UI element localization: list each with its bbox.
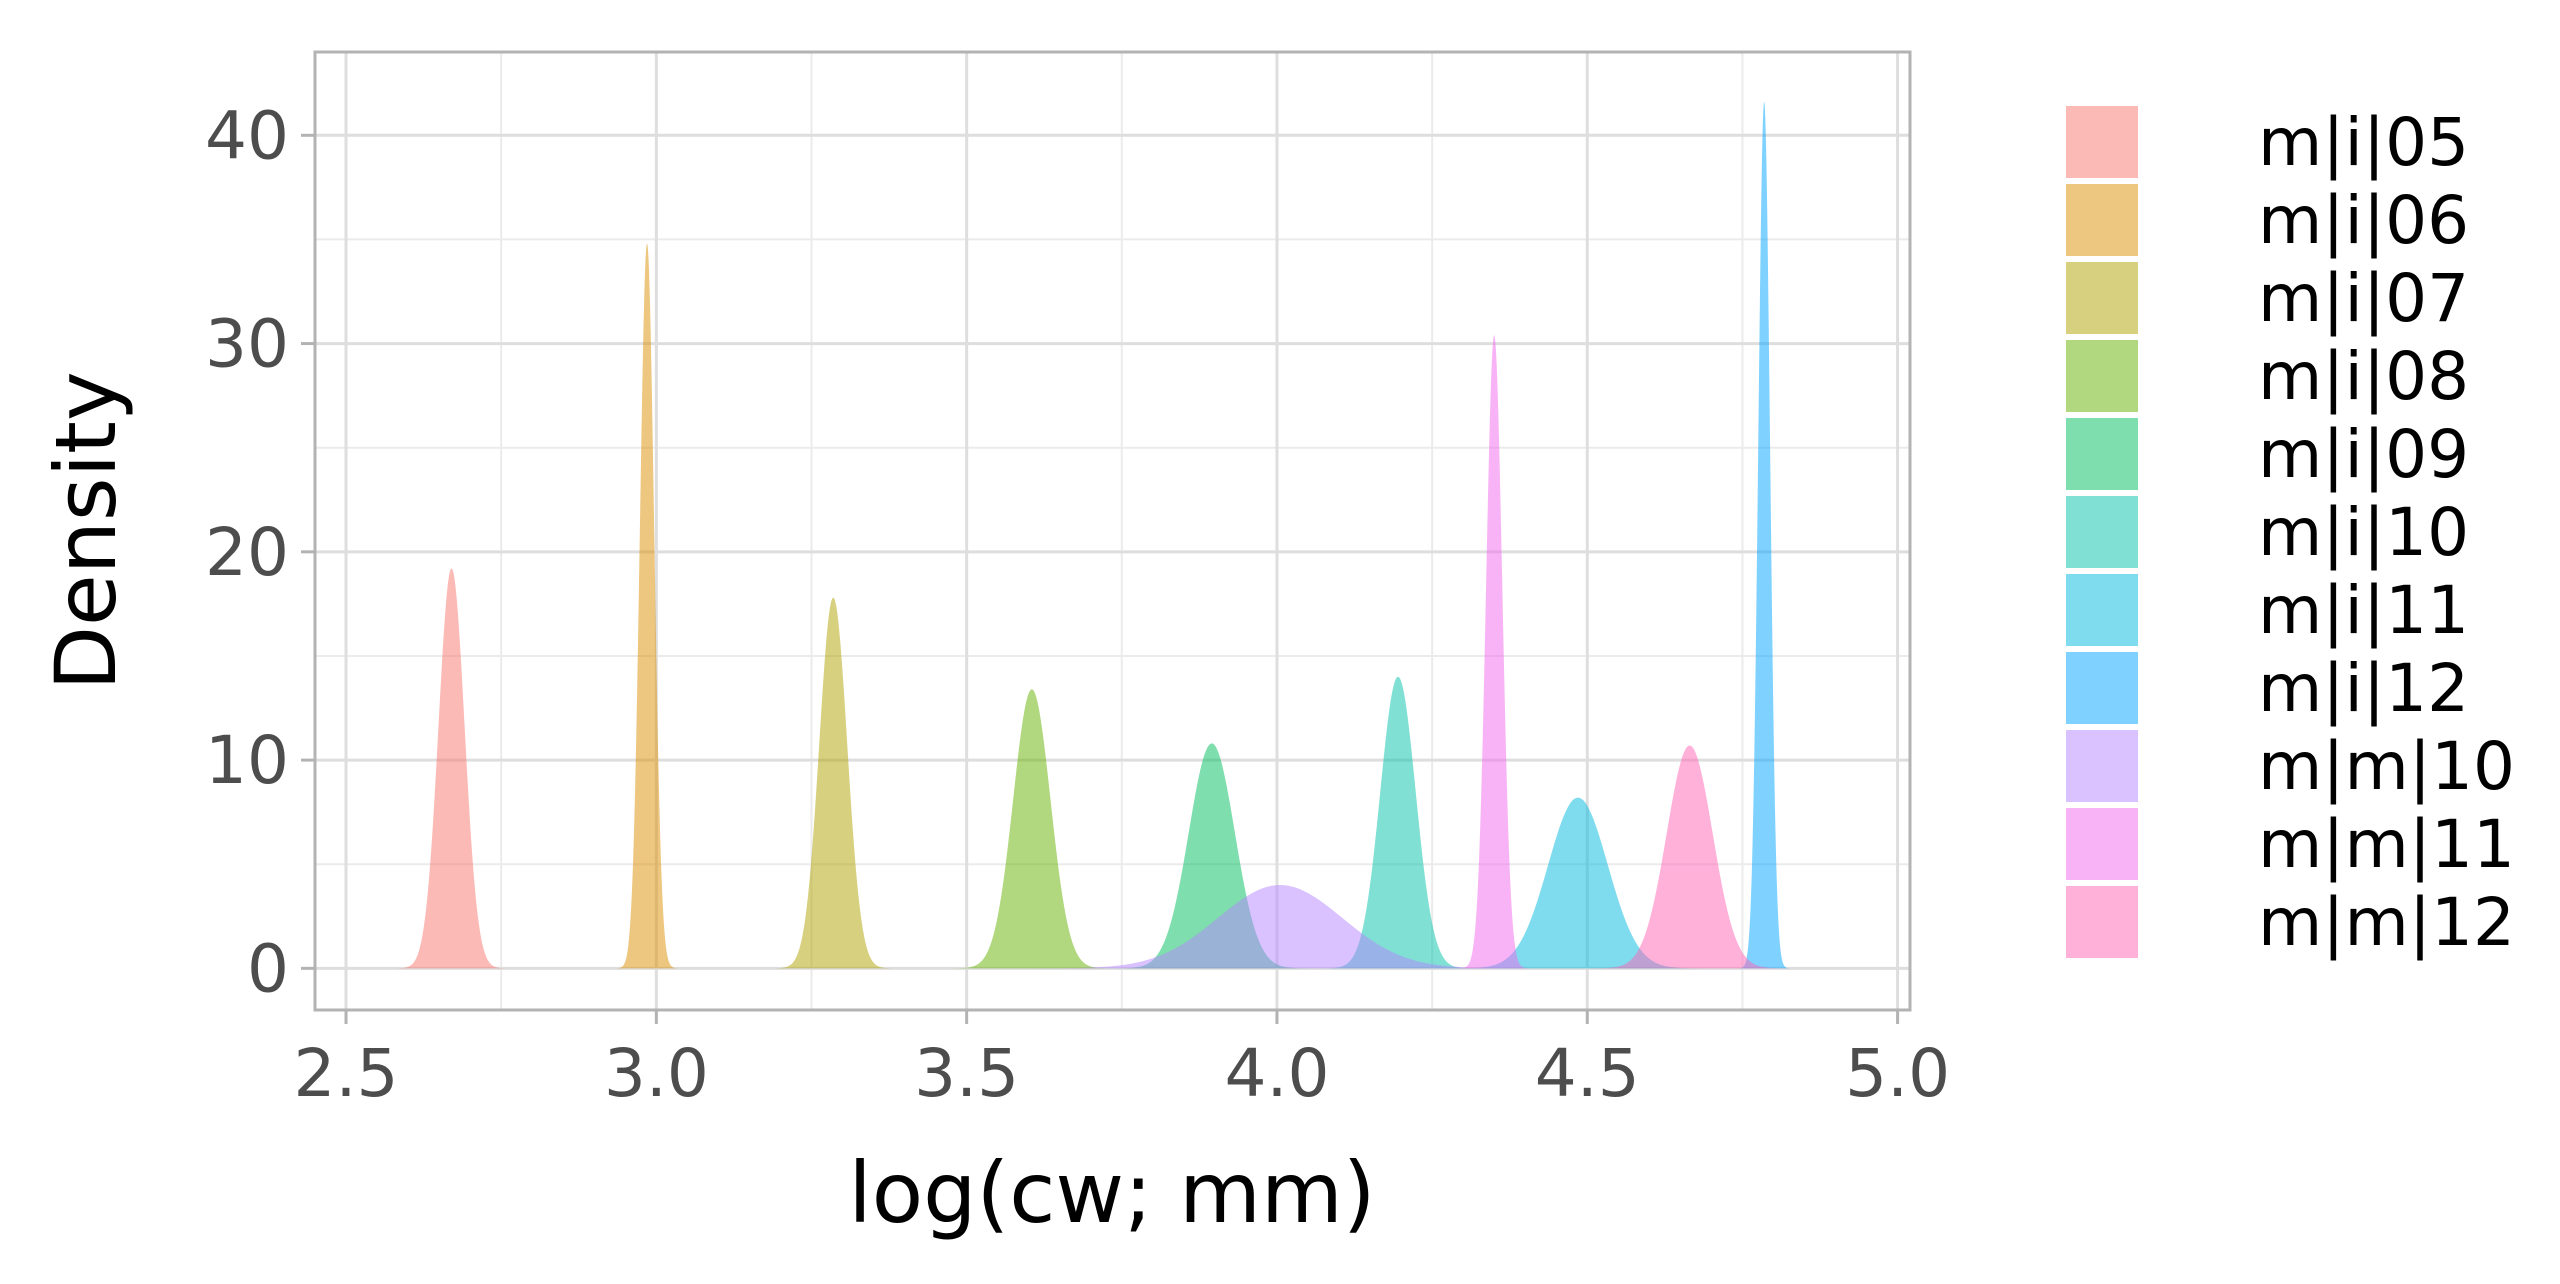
legend-key-m-i-12 bbox=[2066, 652, 2138, 724]
legend-label: m|i|12 bbox=[2258, 650, 2469, 727]
legend: m|i|05m|i|06m|i|07m|i|08m|i|09m|i|10m|i|… bbox=[2066, 104, 2515, 961]
legend-label: m|i|06 bbox=[2258, 182, 2469, 259]
legend-label: m|i|11 bbox=[2258, 572, 2469, 649]
legend-key-m-i-06 bbox=[2066, 184, 2138, 256]
y-tick-label: 0 bbox=[247, 930, 289, 1007]
x-tick-label: 2.5 bbox=[294, 1035, 399, 1112]
legend-label: m|i|05 bbox=[2258, 104, 2469, 181]
x-tick-label: 4.0 bbox=[1224, 1035, 1329, 1112]
legend-key-m-m-11 bbox=[2066, 808, 2138, 880]
legend-key-m-i-08 bbox=[2066, 340, 2138, 412]
legend-label: m|m|12 bbox=[2258, 884, 2515, 961]
legend-label: m|i|10 bbox=[2258, 494, 2469, 571]
x-tick-label: 5.0 bbox=[1845, 1035, 1950, 1112]
legend-label: m|m|11 bbox=[2258, 806, 2515, 883]
legend-key-m-i-09 bbox=[2066, 418, 2138, 490]
y-tick-label: 40 bbox=[205, 97, 289, 174]
legend-label: m|i|07 bbox=[2258, 260, 2469, 337]
y-tick-label: 10 bbox=[205, 722, 289, 799]
legend-label: m|m|10 bbox=[2258, 728, 2515, 805]
y-axis-title: Density bbox=[37, 371, 135, 690]
legend-label: m|i|08 bbox=[2258, 338, 2469, 415]
legend-key-m-m-12 bbox=[2066, 886, 2138, 958]
legend-key-m-i-05 bbox=[2066, 106, 2138, 178]
x-tick-label: 4.5 bbox=[1535, 1035, 1640, 1112]
legend-key-m-i-10 bbox=[2066, 496, 2138, 568]
legend-key-m-m-10 bbox=[2066, 730, 2138, 802]
legend-label: m|i|09 bbox=[2258, 416, 2469, 493]
legend-key-m-i-11 bbox=[2066, 574, 2138, 646]
legend-key-m-i-07 bbox=[2066, 262, 2138, 334]
x-axis-title: log(cw; mm) bbox=[848, 1144, 1375, 1242]
y-tick-label: 30 bbox=[205, 306, 289, 383]
x-tick-label: 3.0 bbox=[604, 1035, 709, 1112]
x-tick-label: 3.5 bbox=[914, 1035, 1019, 1112]
y-tick-label: 20 bbox=[205, 514, 289, 591]
